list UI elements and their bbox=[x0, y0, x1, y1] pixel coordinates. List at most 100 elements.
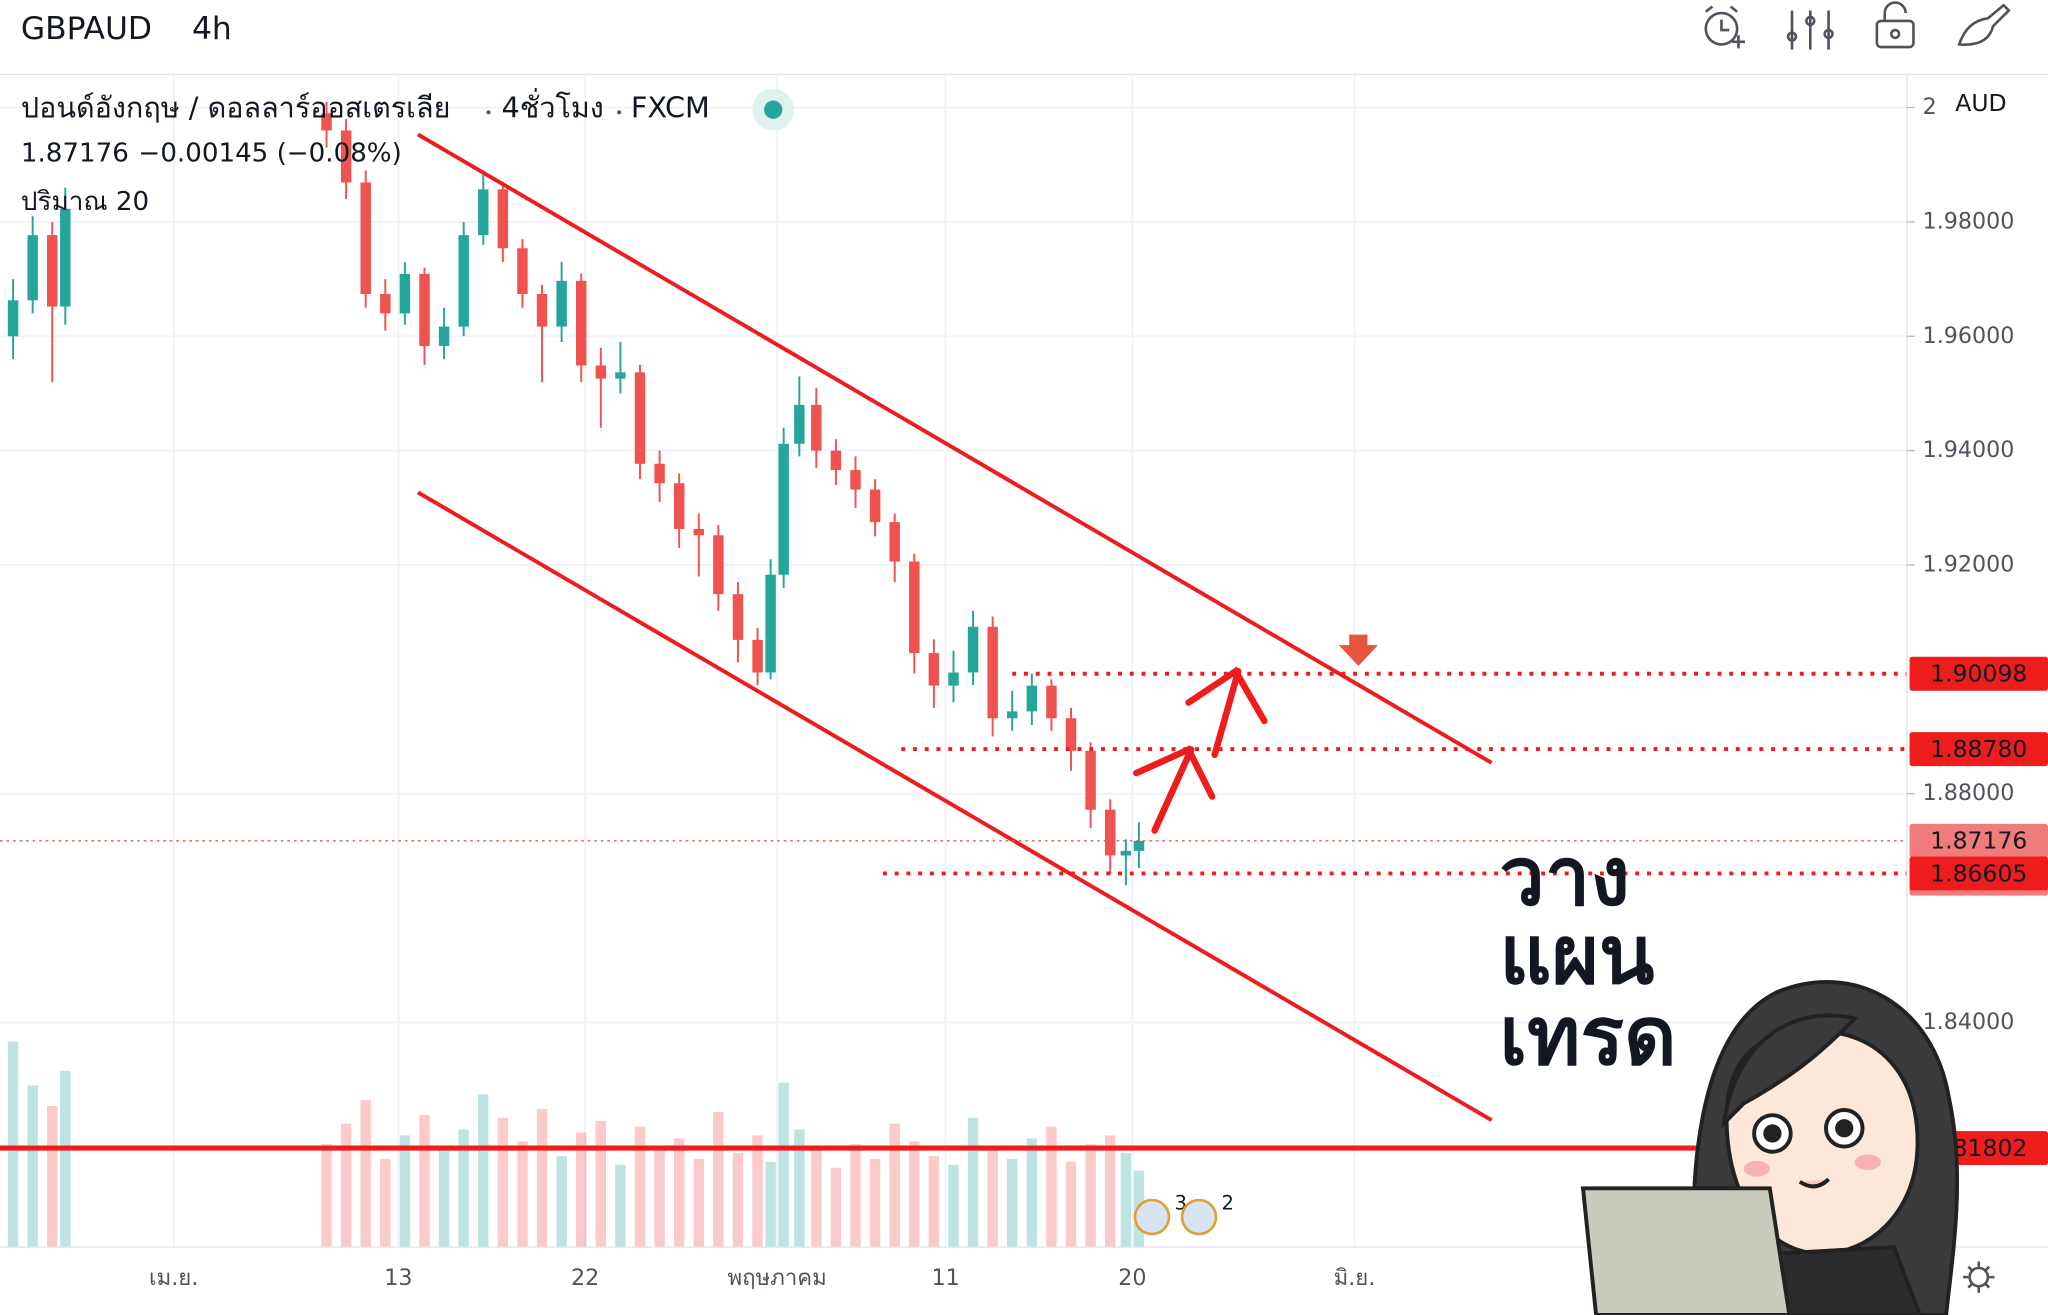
volume-bar bbox=[967, 1117, 979, 1248]
price-label: 1.88780 bbox=[1930, 735, 2027, 763]
separator bbox=[486, 110, 491, 115]
price-label: 1.90098 bbox=[1930, 660, 2027, 688]
mouth bbox=[1798, 1177, 1830, 1189]
pupil bbox=[1763, 1124, 1782, 1143]
event-count: 2 bbox=[1222, 1192, 1234, 1215]
candle-body bbox=[340, 130, 352, 183]
volume-pane bbox=[7, 1041, 1145, 1248]
candle-body bbox=[765, 574, 776, 673]
candle-body bbox=[673, 483, 685, 529]
volume-bar bbox=[850, 1144, 861, 1248]
axes: 2 1.98000 1.96000 1.94000 1.92000 1.88000 1.84… bbox=[149, 94, 2048, 1291]
settings-icon[interactable] bbox=[1786, 10, 1834, 50]
y-tick-label: 1.94000 bbox=[1923, 437, 2015, 463]
candle-body bbox=[595, 365, 607, 379]
cartoon bbox=[1580, 980, 1960, 1315]
currency: AUD bbox=[1955, 89, 2006, 117]
annotation: วาง แผน เทรด bbox=[1499, 831, 1676, 1084]
candle-body bbox=[556, 280, 567, 327]
volume-bar bbox=[360, 1100, 371, 1248]
candle-body bbox=[1026, 685, 1038, 712]
interval-label: 4ชั่วโมง bbox=[502, 88, 604, 125]
y-tick-label: 2 bbox=[1923, 94, 1937, 120]
laptop bbox=[1580, 1186, 1792, 1315]
grid bbox=[0, 74, 1907, 1248]
candle-body bbox=[778, 443, 789, 575]
candle-body bbox=[752, 639, 763, 673]
gear-icon[interactable] bbox=[1963, 1261, 1995, 1293]
legend-change: −0.00145 (−0.08%) bbox=[138, 139, 401, 169]
volume-bar bbox=[830, 1167, 842, 1248]
cheek bbox=[1743, 1160, 1770, 1177]
x-tick-label: พฤษภาคม bbox=[728, 1265, 827, 1291]
volume-bar bbox=[1065, 1161, 1077, 1248]
candle-body bbox=[536, 293, 548, 327]
lock-icon[interactable] bbox=[1875, 1, 1915, 49]
arrow bbox=[1185, 666, 1268, 759]
x-tick-label: 20 bbox=[1118, 1265, 1146, 1291]
volume-bar bbox=[811, 1150, 822, 1248]
volume-bar bbox=[517, 1141, 528, 1248]
y-tick-label: 1.84000 bbox=[1923, 1009, 2015, 1035]
market-status-dot bbox=[764, 100, 783, 119]
volume-bar bbox=[1104, 1135, 1116, 1248]
volume-bar bbox=[869, 1158, 881, 1248]
candle-body bbox=[615, 372, 626, 379]
channel-line bbox=[416, 132, 1493, 765]
y-tick-label: 1.92000 bbox=[1923, 551, 2015, 577]
volume-bar bbox=[497, 1117, 509, 1248]
x-tick-label: 13 bbox=[384, 1265, 412, 1291]
volume-bar bbox=[556, 1156, 567, 1248]
candle-body bbox=[1120, 850, 1132, 856]
price-label-box bbox=[1909, 823, 2048, 858]
volume-bar bbox=[438, 1150, 450, 1248]
alert-icon[interactable] bbox=[1704, 5, 1745, 49]
volume-bar bbox=[909, 1141, 920, 1248]
volume-bar bbox=[7, 1041, 19, 1248]
legend: ปอนด์อังกฤษ / ดอลลาร์ออสเตรเลีย 4ชั่วโมง… bbox=[21, 88, 795, 217]
candle-body bbox=[47, 235, 58, 307]
volume-bar bbox=[47, 1106, 58, 1248]
candle-body bbox=[7, 300, 19, 337]
event-badge bbox=[1180, 1198, 1218, 1236]
volume-bar bbox=[458, 1129, 469, 1248]
candle-body bbox=[1104, 809, 1116, 856]
volume-bar bbox=[595, 1120, 607, 1248]
volume-bar bbox=[778, 1082, 789, 1248]
symbol[interactable]: GBPAUD bbox=[21, 11, 152, 47]
chart-title: ปอนด์อังกฤษ / ดอลลาร์ออสเตรเลีย bbox=[21, 91, 451, 125]
candle-body bbox=[1046, 685, 1057, 719]
candle-body bbox=[869, 489, 881, 523]
volume-bar bbox=[794, 1129, 805, 1248]
candle-body bbox=[380, 293, 391, 314]
volume-bar bbox=[928, 1156, 940, 1248]
candle-body bbox=[909, 561, 920, 654]
volume-bar bbox=[634, 1126, 646, 1248]
volume-bar bbox=[478, 1094, 489, 1248]
draw-icon[interactable] bbox=[1957, 3, 2011, 46]
volume-bar bbox=[1085, 1144, 1096, 1248]
candle-body bbox=[713, 535, 724, 595]
event-badge bbox=[1133, 1198, 1171, 1236]
candle-body bbox=[693, 528, 704, 536]
candle-body bbox=[732, 594, 744, 640]
candles bbox=[7, 101, 1145, 886]
volume-bar bbox=[765, 1161, 776, 1248]
candle-body bbox=[360, 182, 371, 294]
arrow bbox=[1133, 745, 1216, 834]
header bbox=[0, 0, 2048, 75]
interval[interactable]: 4h bbox=[192, 11, 232, 47]
annotation-line: เทรด bbox=[1499, 990, 1676, 1084]
candle-body bbox=[928, 653, 940, 686]
volume-label: ปริมาณ 20 bbox=[21, 187, 149, 217]
volume-bar bbox=[1120, 1153, 1132, 1248]
volume-bar bbox=[380, 1158, 391, 1248]
volume-bar bbox=[419, 1114, 430, 1248]
x-tick-label: มิ.ย. bbox=[1334, 1265, 1376, 1291]
volume-bar bbox=[60, 1070, 71, 1248]
candle-body bbox=[458, 235, 469, 327]
exchange: FXCM bbox=[631, 91, 710, 125]
candle-body bbox=[399, 273, 411, 314]
volume-bar bbox=[673, 1138, 685, 1248]
